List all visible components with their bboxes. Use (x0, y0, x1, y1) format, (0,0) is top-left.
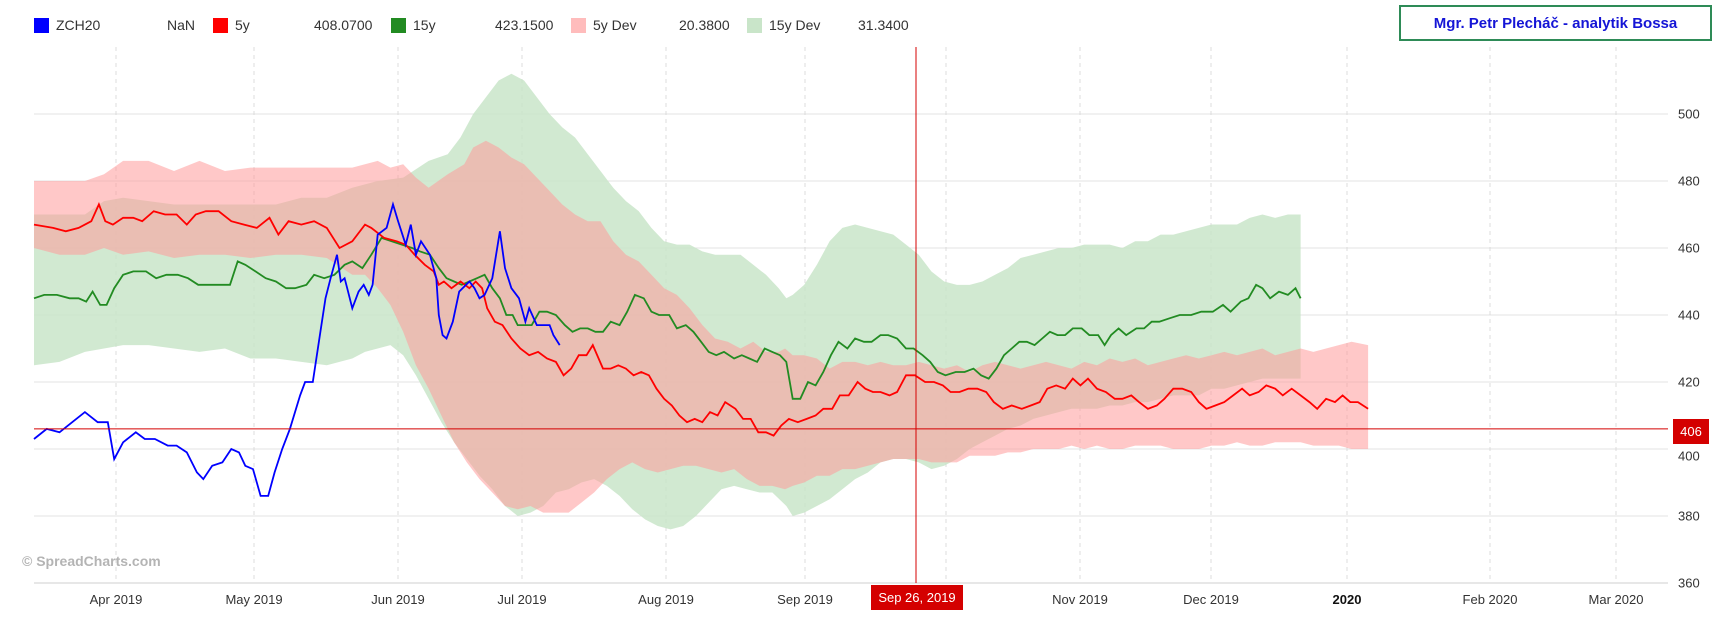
legend-label: 15y Dev (769, 17, 821, 33)
legend-value: 31.3400 (858, 17, 909, 33)
legend-value: NaN (167, 17, 196, 33)
y-tick-label: 380 (1678, 508, 1700, 524)
x-tick-label: 2020 (1332, 592, 1362, 607)
watermark: © SpreadCharts.com (22, 553, 161, 569)
legend-swatch (213, 17, 228, 33)
x-tick-label: Jul 2019 (497, 592, 547, 607)
x-tick-label: Nov 2019 (1052, 592, 1108, 607)
legend-swatch (34, 17, 49, 33)
legend-value: 423.1500 (495, 17, 554, 33)
x-tick-label: Apr 2019 (89, 592, 143, 607)
legend-swatch (747, 17, 762, 33)
legend-value: 408.0700 (314, 17, 373, 33)
x-tick-label: May 2019 (225, 592, 283, 607)
legend-label: 5y Dev (593, 17, 637, 33)
crosshair-value-label: 406 (1673, 419, 1709, 444)
legend-swatch (391, 17, 406, 33)
legend-item-3[interactable]: 5y Dev (571, 15, 637, 35)
x-tick-label: Sep 2019 (777, 592, 833, 607)
line-5y (33, 202, 1369, 437)
legend-value: 20.3800 (679, 17, 730, 33)
y-tick-label: 360 (1678, 575, 1700, 591)
author-label: Mgr. Petr Plecháč - analytik Bossa (1399, 5, 1712, 41)
y-tick-label: 500 (1678, 106, 1700, 122)
band-5y-dev (34, 140, 1369, 513)
x-tick-label: Feb 2020 (1462, 592, 1518, 607)
legend-item-1[interactable]: 5y (213, 15, 250, 35)
y-tick-label: 420 (1678, 374, 1700, 390)
x-tick-label: Mar 2020 (1588, 592, 1644, 607)
x-tick-label: Aug 2019 (638, 592, 694, 607)
legend-label: 5y (235, 17, 250, 33)
crosshair-date-label: Sep 26, 2019 (871, 585, 963, 610)
x-tick-label: Jun 2019 (371, 592, 425, 607)
y-tick-label: 400 (1678, 448, 1700, 464)
legend-swatch (571, 17, 586, 33)
legend-item-4[interactable]: 15y Dev (747, 15, 820, 35)
x-tick-label: Dec 2019 (1183, 592, 1239, 607)
y-tick-label: 440 (1678, 307, 1700, 323)
y-tick-label: 460 (1678, 240, 1700, 256)
legend-label: 15y (413, 17, 436, 33)
legend-item-0[interactable]: ZCH20 (34, 15, 100, 35)
legend-item-2[interactable]: 15y (391, 15, 436, 35)
line-zch20 (33, 201, 561, 497)
legend-label: ZCH20 (56, 17, 101, 33)
line-15y (33, 236, 1302, 400)
y-tick-label: 480 (1678, 173, 1700, 189)
